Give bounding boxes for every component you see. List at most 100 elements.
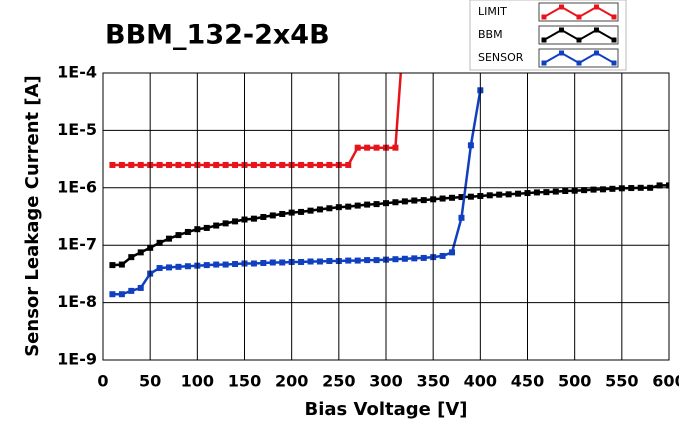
x-tick-label: 100 — [181, 372, 214, 391]
data-point — [175, 263, 182, 270]
y-tick-label: 1E-6 — [57, 177, 97, 196]
data-point — [345, 257, 352, 264]
legend-label: BBM — [478, 28, 503, 41]
data-point — [590, 186, 597, 193]
legend-marker — [559, 27, 564, 33]
data-point — [373, 144, 380, 151]
data-point — [109, 262, 116, 269]
series-line — [112, 90, 482, 296]
legend-label: SENSOR — [478, 51, 524, 64]
y-tick-label: 1E-9 — [57, 350, 97, 369]
data-point — [269, 161, 276, 168]
data-point — [364, 144, 371, 151]
data-point — [515, 190, 522, 197]
legend: LIMIT BBM SENSOR — [469, 0, 627, 71]
data-point — [213, 261, 220, 268]
data-point — [232, 261, 239, 268]
data-point — [298, 161, 305, 168]
data-point — [260, 259, 267, 266]
data-point — [354, 144, 361, 151]
data-point — [392, 256, 399, 263]
data-point — [175, 161, 182, 168]
legend-marker — [611, 60, 617, 66]
data-point — [128, 161, 135, 168]
data-point — [439, 195, 446, 202]
data-point — [533, 189, 540, 196]
data-point — [232, 218, 239, 225]
data-point — [184, 161, 191, 168]
x-tick-label: 550 — [605, 372, 638, 391]
data-point — [449, 249, 456, 256]
data-point — [128, 287, 135, 294]
data-point — [250, 260, 257, 267]
data-point — [213, 161, 220, 168]
legend-marker — [576, 37, 582, 43]
legend-marker — [541, 37, 547, 43]
data-point — [279, 161, 286, 168]
data-point — [222, 161, 229, 168]
data-point — [373, 257, 380, 264]
data-point — [449, 194, 456, 201]
x-axis-label: Bias Voltage [V] — [305, 399, 468, 420]
data-point — [118, 261, 125, 268]
data-point — [581, 187, 588, 194]
data-point — [307, 258, 314, 265]
data-point — [156, 161, 163, 168]
legend-marker — [559, 4, 564, 10]
data-point — [222, 220, 229, 227]
data-point — [175, 232, 182, 239]
x-tick-label: 600 — [652, 372, 679, 391]
y-tick-label: 1E-4 — [57, 63, 97, 82]
data-point — [250, 161, 257, 168]
data-point — [354, 257, 361, 264]
legend-marker — [611, 14, 617, 20]
x-tick-label: 450 — [511, 372, 544, 391]
legend-marker — [594, 50, 599, 56]
data-point — [392, 199, 399, 206]
data-point — [118, 161, 125, 168]
legend-marker — [611, 37, 617, 43]
data-point — [279, 259, 286, 266]
data-point — [354, 202, 361, 209]
data-point — [458, 194, 465, 201]
data-point — [316, 206, 323, 213]
x-tick-label: 250 — [322, 372, 355, 391]
x-tick-label: 300 — [369, 372, 402, 391]
data-point — [458, 214, 465, 221]
data-point — [156, 265, 163, 272]
x-tick-label: 50 — [139, 372, 161, 391]
data-point — [184, 228, 191, 235]
data-point — [166, 264, 173, 271]
data-point — [467, 193, 474, 200]
data-point — [505, 191, 512, 198]
data-point — [401, 198, 408, 205]
data-point — [109, 291, 116, 298]
data-point — [496, 191, 503, 198]
x-tick-label: 0 — [97, 372, 108, 391]
data-point — [656, 182, 663, 189]
data-point — [250, 215, 257, 222]
legend-label: LIMIT — [478, 5, 507, 18]
data-point — [232, 161, 239, 168]
data-point — [420, 254, 427, 261]
legend-marker — [576, 60, 582, 66]
x-tick-label: 400 — [464, 372, 497, 391]
data-point — [364, 257, 371, 264]
data-point — [373, 201, 380, 208]
data-point — [599, 186, 606, 193]
x-tick-label: 150 — [228, 372, 261, 391]
data-point — [298, 258, 305, 265]
y-tick-label: 1E-7 — [57, 235, 97, 254]
data-point — [260, 161, 267, 168]
data-point — [420, 197, 427, 204]
legend-marker — [541, 60, 547, 66]
data-point — [364, 201, 371, 208]
x-tick-label: 200 — [275, 372, 308, 391]
data-point — [307, 161, 314, 168]
legend-marker — [576, 14, 582, 20]
data-point — [279, 210, 286, 217]
data-point — [486, 192, 493, 199]
legend-marker — [594, 4, 599, 10]
data-point — [298, 208, 305, 215]
